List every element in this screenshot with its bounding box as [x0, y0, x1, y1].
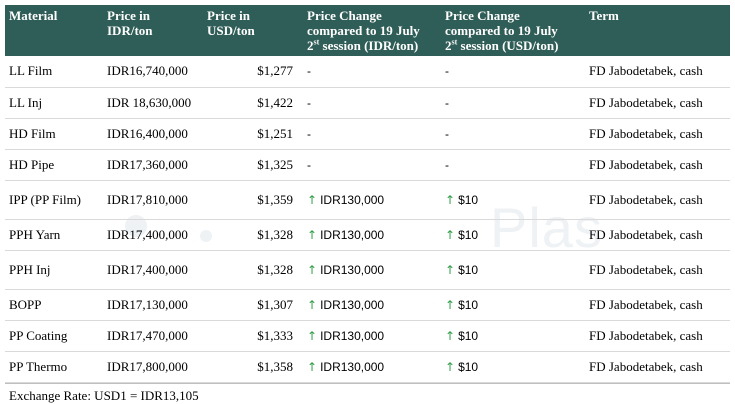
up-arrow-icon: ↑: [307, 227, 318, 242]
cell-change-usd: -: [441, 149, 585, 181]
up-arrow-icon: ↑: [307, 359, 318, 374]
cell-material: LL Inj: [5, 87, 103, 119]
table-row: BOPP IDR17,130,000 $1,307 ↑ IDR130,000 ↑ $10 FD…: [5, 289, 730, 321]
table-row: PPH Yarn IDR17,400,000 $1,328 ↑ IDR130,000 ↑ $…: [5, 219, 730, 251]
cell-price-usd: $1,328: [203, 250, 303, 290]
cell-material: LL Film: [5, 56, 103, 88]
cell-change-idr: ↑ IDR130,000: [303, 289, 441, 321]
cell-change-idr: ↑ IDR130,000: [303, 219, 441, 251]
cell-change-idr: -: [303, 56, 441, 88]
cell-price-idr: IDR17,810,000: [103, 180, 203, 220]
header-change-idr: Price Change compared to 19 July 2st sessi…: [307, 8, 420, 53]
cell-term: FD Jabodetabek, cash: [585, 289, 730, 321]
table-row: LL Inj IDR 18,630,000 $1,422- - FD Jabodetab…: [5, 87, 730, 119]
cell-price-idr: IDR16,400,000: [103, 118, 203, 150]
cell-price-usd: $1,358: [203, 351, 303, 383]
up-arrow-icon: ↑: [445, 227, 456, 242]
header-term: Term: [589, 8, 619, 23]
up-arrow-icon: ↑: [445, 297, 456, 312]
cell-material: PPH Yarn: [5, 219, 103, 251]
table-row: LL Film IDR16,740,000 $1,277- - FD Jabodetab…: [5, 56, 730, 88]
cell-change-idr: -: [303, 149, 441, 181]
cell-term: FD Jabodetabek, cash: [585, 250, 730, 290]
up-arrow-icon: ↑: [445, 192, 456, 207]
cell-price-idr: IDR17,130,000: [103, 289, 203, 321]
table-row: PP Coating IDR17,470,000 $1,333 ↑ IDR130,000…: [5, 320, 730, 352]
cell-term: FD Jabodetabek, cash: [585, 219, 730, 251]
cell-material: PP Thermo: [5, 351, 103, 383]
cell-change-usd: ↑ $10: [441, 219, 585, 251]
cell-material: PP Coating: [5, 320, 103, 352]
cell-change-usd: -: [441, 56, 585, 88]
cell-term: FD Jabodetabek, cash: [585, 118, 730, 150]
up-arrow-icon: ↑: [445, 262, 456, 277]
header-change-usd: Price Change compared to 19 July 2st sessi…: [445, 8, 559, 53]
table-row: PPH Inj IDR17,400,000 $1,328 ↑ IDR130,000 ↑ $1…: [5, 250, 730, 290]
table-row: PP Thermo IDR17,800,000 $1,358 ↑ IDR130,000 ↑…: [5, 351, 730, 383]
table-row: HD Pipe IDR17,360,000 $1,325- - FD Jabodetab…: [5, 149, 730, 181]
exchange-rate-note: Exchange Rate: USD1 = IDR13,105: [5, 382, 730, 404]
cell-price-idr: IDR17,360,000: [103, 149, 203, 181]
cell-price-usd: $1,422: [203, 87, 303, 119]
cell-change-usd: ↑ $10: [441, 351, 585, 383]
cell-price-idr: IDR17,400,000: [103, 250, 203, 290]
header-row: Material Price in IDR/ton Price in USD/ton…: [5, 5, 730, 56]
cell-change-usd: ↑ $10: [441, 180, 585, 220]
up-arrow-icon: ↑: [307, 328, 318, 343]
up-arrow-icon: ↑: [445, 359, 456, 374]
table-row: IPP (PP Film) IDR17,810,000 $1,359 ↑ IDR130,…: [5, 180, 730, 220]
price-table-container: Plas Material Price in IDR/ton Price in US…: [5, 5, 730, 404]
up-arrow-icon: ↑: [307, 297, 318, 312]
cell-price-usd: $1,333: [203, 320, 303, 352]
cell-change-usd: ↑ $10: [441, 289, 585, 321]
cell-price-usd: $1,307: [203, 289, 303, 321]
cell-material: HD Pipe: [5, 149, 103, 181]
cell-price-idr: IDR16,740,000: [103, 56, 203, 88]
cell-price-idr: IDR17,800,000: [103, 351, 203, 383]
cell-change-idr: -: [303, 87, 441, 119]
cell-term: FD Jabodetabek, cash: [585, 180, 730, 220]
cell-term: FD Jabodetabek, cash: [585, 149, 730, 181]
header-price-usd: Price in USD/ton: [207, 8, 255, 38]
cell-term: FD Jabodetabek, cash: [585, 56, 730, 88]
cell-price-idr: IDR17,400,000: [103, 219, 203, 251]
cell-material: HD Film: [5, 118, 103, 150]
cell-change-idr: ↑ IDR130,000: [303, 351, 441, 383]
cell-term: FD Jabodetabek, cash: [585, 320, 730, 352]
cell-term: FD Jabodetabek, cash: [585, 351, 730, 383]
cell-price-idr: IDR17,470,000: [103, 320, 203, 352]
up-arrow-icon: ↑: [307, 262, 318, 277]
cell-change-usd: -: [441, 118, 585, 150]
header-price-idr: Price in IDR/ton: [107, 8, 153, 38]
cell-change-usd: -: [441, 87, 585, 119]
cell-change-idr: ↑ IDR130,000: [303, 180, 441, 220]
table-row: HD Film IDR16,400,000 $1,251- - FD Jabodetab…: [5, 118, 730, 150]
cell-price-usd: $1,277: [203, 56, 303, 88]
cell-price-usd: $1,359: [203, 180, 303, 220]
cell-change-usd: ↑ $10: [441, 320, 585, 352]
header-material: Material: [9, 8, 58, 23]
cell-material: IPP (PP Film): [5, 180, 103, 220]
cell-material: PPH Inj: [5, 250, 103, 290]
up-arrow-icon: ↑: [307, 192, 318, 207]
cell-change-idr: ↑ IDR130,000: [303, 250, 441, 290]
cell-change-idr: -: [303, 118, 441, 150]
cell-term: FD Jabodetabek, cash: [585, 87, 730, 119]
cell-price-usd: $1,328: [203, 219, 303, 251]
cell-change-idr: ↑ IDR130,000: [303, 320, 441, 352]
cell-material: BOPP: [5, 289, 103, 321]
cell-price-usd: $1,251: [203, 118, 303, 150]
price-table: Material Price in IDR/ton Price in USD/ton…: [5, 5, 730, 383]
cell-price-usd: $1,325: [203, 149, 303, 181]
up-arrow-icon: ↑: [445, 328, 456, 343]
cell-change-usd: ↑ $10: [441, 250, 585, 290]
cell-price-idr: IDR 18,630,000: [103, 87, 203, 119]
